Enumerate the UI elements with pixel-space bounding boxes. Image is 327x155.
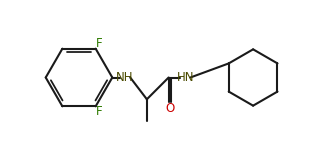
Text: HN: HN xyxy=(177,71,194,84)
Text: F: F xyxy=(95,105,102,118)
Text: F: F xyxy=(95,37,102,50)
Text: NH: NH xyxy=(116,71,134,84)
Text: O: O xyxy=(165,102,175,115)
